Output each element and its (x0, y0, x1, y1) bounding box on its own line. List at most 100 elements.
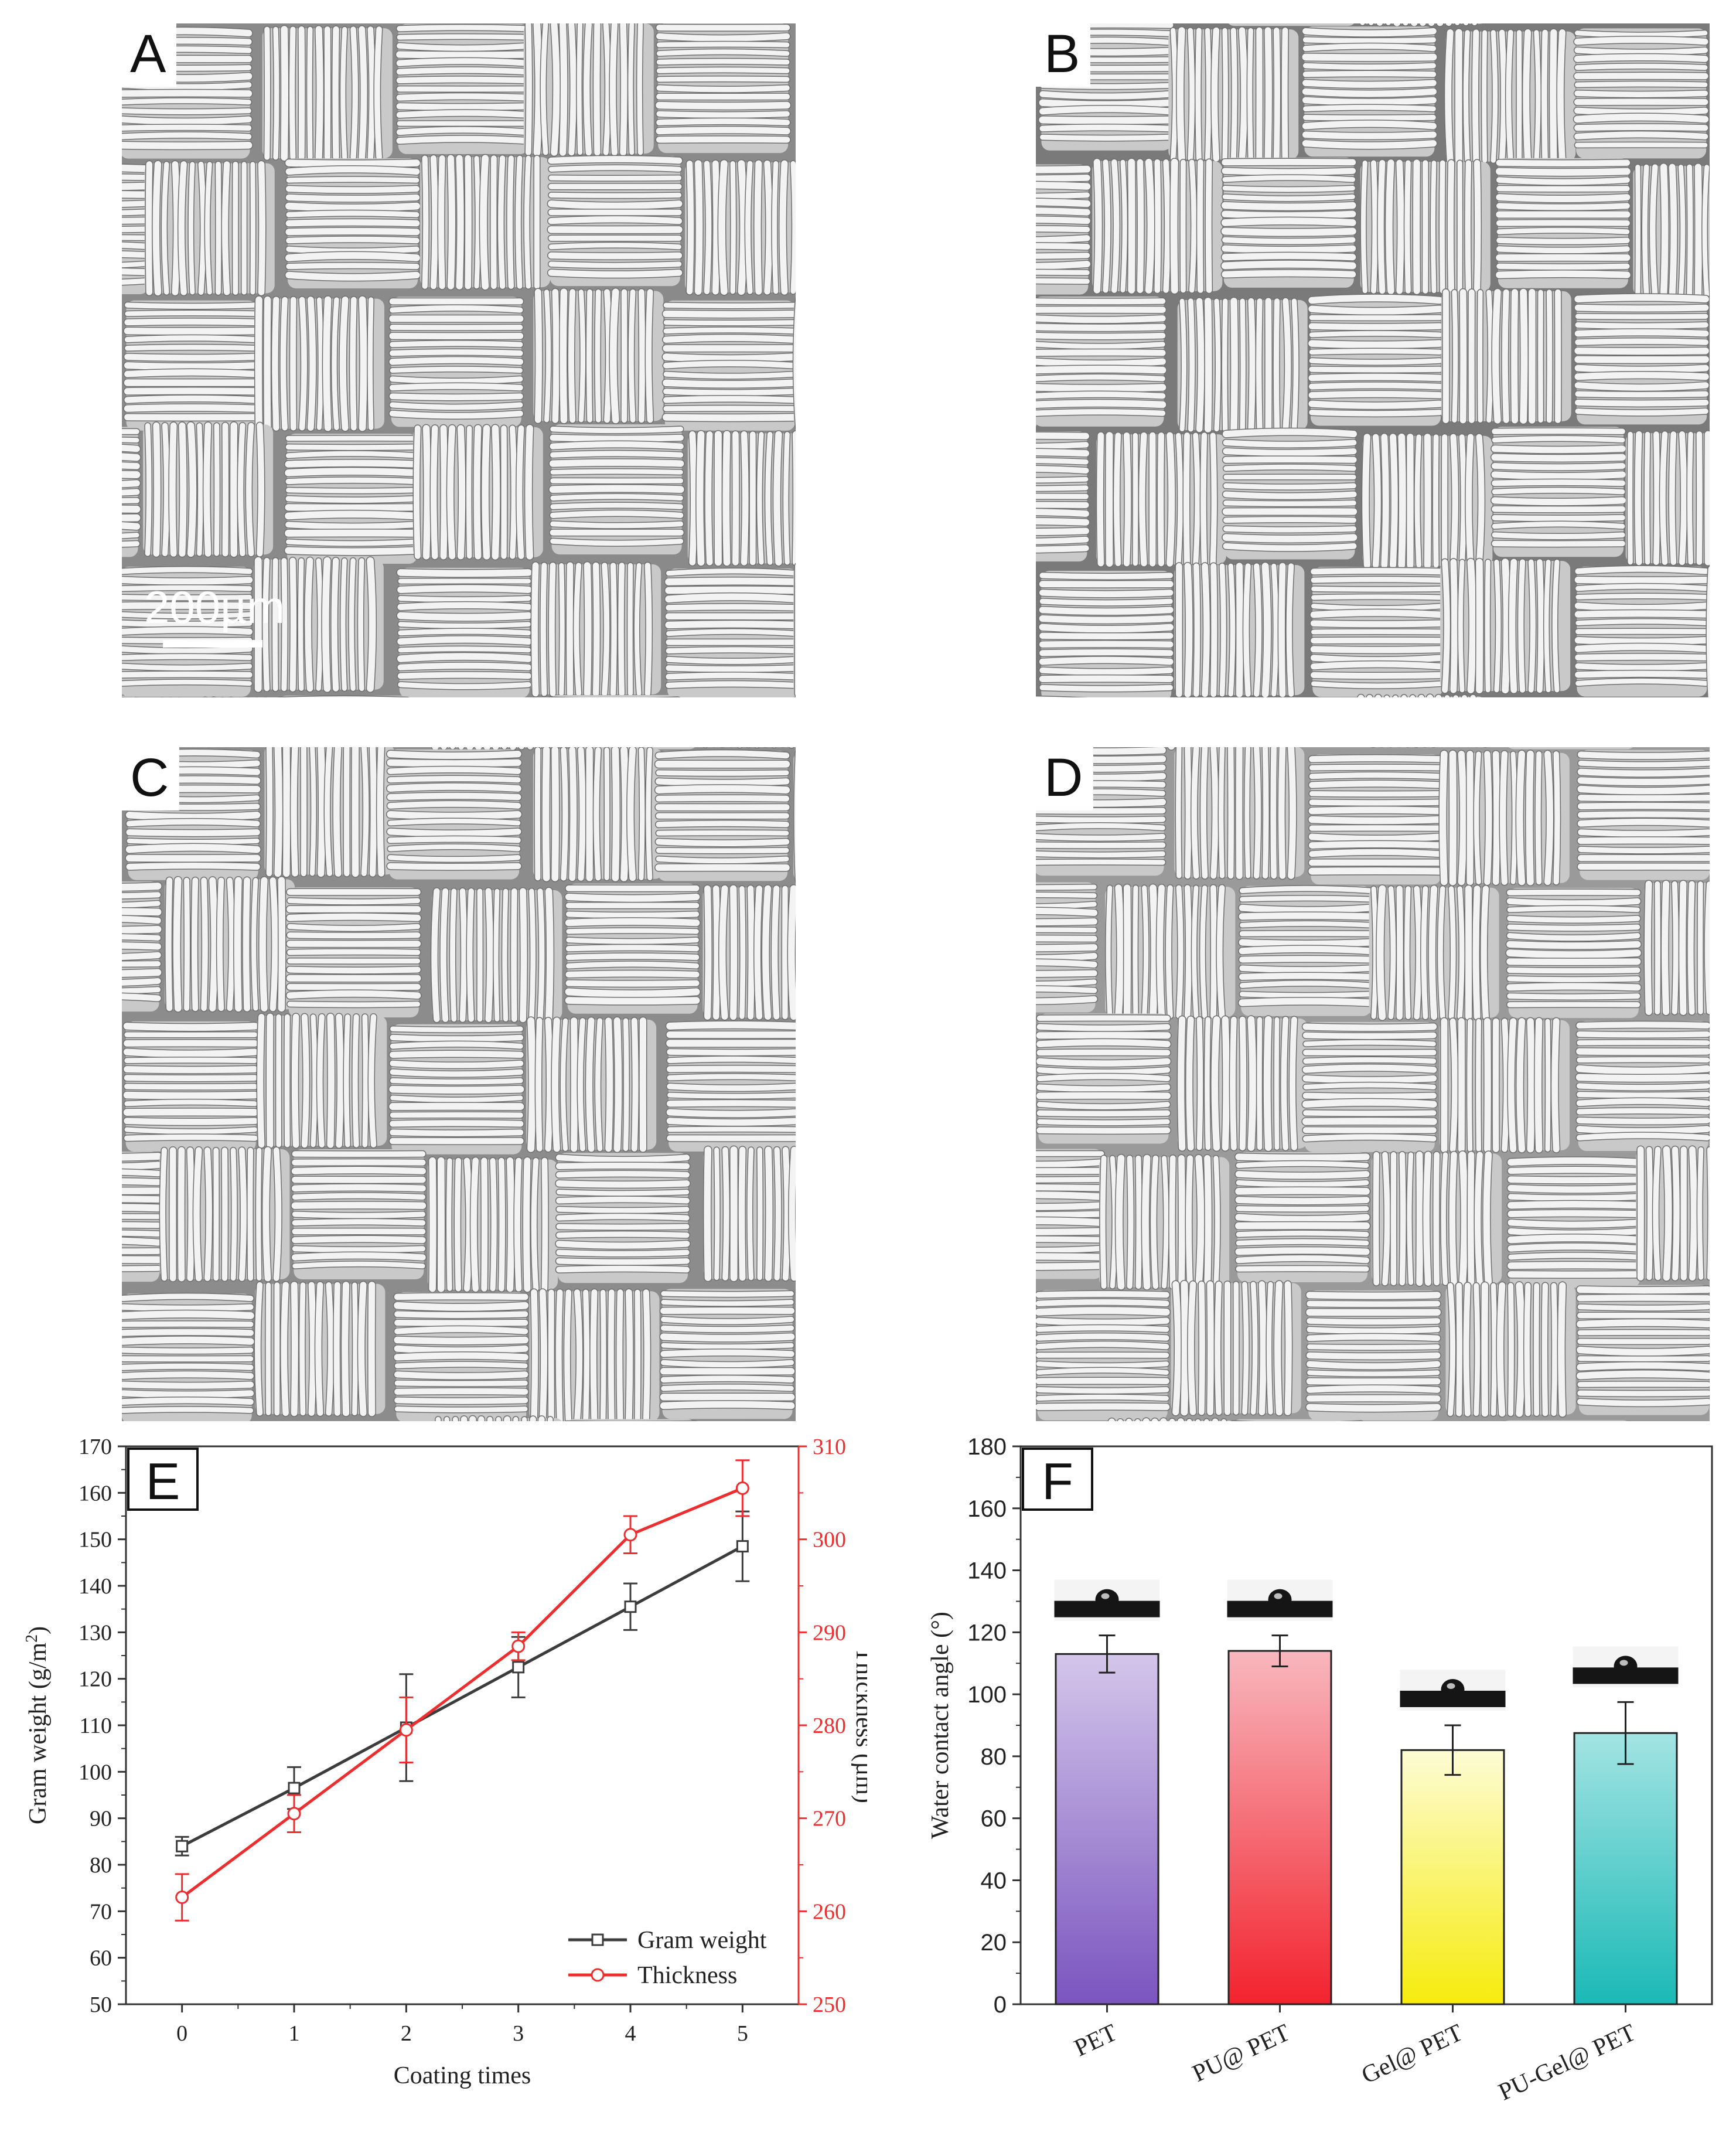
yarn-bundle (1575, 1285, 1710, 1415)
yarn-bundle (1234, 1152, 1371, 1283)
yarn-bundle (431, 747, 555, 751)
yarn-bundle (1174, 561, 1305, 697)
yarn-bundle (396, 567, 533, 697)
yarn-bundle (1096, 431, 1226, 568)
x-axis-title: Coating times (394, 2062, 531, 2089)
yarn-bundle (1230, 1419, 1364, 1421)
panel-label-e: E (146, 1452, 180, 1510)
x-tick-label: 2 (401, 2021, 412, 2046)
yarn-bundle (548, 424, 685, 555)
yarn-bundle (664, 567, 796, 697)
yarn-bundle (548, 694, 681, 697)
yarn-bundle (1174, 747, 1305, 880)
scalebar-line (163, 640, 262, 648)
yarn-bundle (1573, 28, 1710, 159)
series-line-gram-weight (181, 1545, 743, 1848)
legend-label: Gram weight (637, 1927, 767, 1954)
y-right-tick-label: 310 (813, 1435, 846, 1459)
yarn-bundle (1177, 297, 1308, 434)
yarn-bundle (1495, 158, 1632, 288)
sem-image-d: D (1036, 747, 1710, 1421)
yarn-bundle (1168, 26, 1299, 163)
y-tick-label: 160 (79, 1481, 112, 1506)
droplet-inset (1573, 1646, 1679, 1688)
yarn-bundle (122, 1292, 255, 1421)
yarn-bundle (1576, 750, 1710, 880)
yarn-bundle (1036, 1013, 1172, 1144)
chart-f: 0 20 40 60 80 100 120 140 160 180 Water contact an… (927, 1434, 1713, 2106)
yarn-bundle (1508, 747, 1633, 750)
yarn-bundle (284, 434, 421, 564)
yarn-bundle (547, 155, 684, 287)
yarn-bundle (1309, 567, 1446, 697)
droplet-inset (1400, 1670, 1506, 1711)
yarn-bundle (1506, 1156, 1643, 1288)
yarn-bundle (659, 1289, 796, 1419)
data-point (512, 1661, 525, 1674)
yarn-bundle (523, 23, 654, 157)
data-point (399, 1723, 413, 1737)
series-line-thickness (181, 1487, 743, 1899)
sem-image-a: A 200µm (122, 23, 796, 697)
yarn-bundle (122, 1152, 163, 1282)
yarn-bundle (435, 1415, 562, 1421)
yarn-bundle (792, 297, 796, 430)
yarn-bundle (661, 300, 796, 431)
bar (1400, 1749, 1505, 2005)
yarn-bundle (1237, 885, 1375, 1016)
yarn-bundle (1038, 570, 1175, 697)
yarn-bundle (122, 696, 139, 697)
yarn-bundle (291, 1149, 427, 1279)
yarn-bundle (1574, 565, 1710, 697)
data-point (511, 1639, 526, 1653)
x-tick-label: 1 (289, 2021, 300, 2046)
legend-marker (591, 1968, 605, 1982)
yarn-bundle (253, 556, 384, 693)
yarn-bundle (1036, 431, 1090, 562)
yarn-bundle (122, 566, 254, 697)
yarn-bundle (1036, 747, 1167, 876)
y-tick-label: 150 (79, 1528, 112, 1552)
yarn-bundle (1440, 557, 1571, 694)
yarn-bundle (1490, 427, 1627, 557)
yarn-bundle (1439, 1017, 1570, 1154)
y-tick-label: 50 (90, 1993, 112, 2017)
yarn-bundle (1301, 26, 1438, 157)
data-point (736, 1540, 749, 1553)
y-tick-label: 180 (967, 1434, 1007, 1460)
yarn-bundle (1307, 294, 1444, 426)
yarn-bundle (1036, 164, 1092, 295)
yarn-bundle (1636, 1145, 1710, 1282)
yarn-bundle (393, 1292, 530, 1421)
panel-label-c: C (122, 747, 180, 810)
y-tick-label: 40 (981, 1868, 1007, 1893)
x-tick-label: Gel@ PET (1358, 2019, 1467, 2089)
data-point (175, 1891, 189, 1905)
yarn-bundle (1105, 883, 1236, 1020)
droplet-inset (1227, 1579, 1333, 1621)
y-right-tick-label: 290 (813, 1620, 846, 1645)
y-tick-label: 0 (994, 1992, 1007, 2018)
yarn-bundle (1369, 884, 1499, 1021)
legend-marker (591, 1933, 604, 1946)
y-tick-label: 130 (79, 1620, 112, 1645)
yarn-bundle (144, 160, 275, 297)
yarn-bundle (123, 300, 260, 431)
y-tick-label: 60 (90, 1946, 112, 1971)
yarn-bundle (285, 887, 422, 1018)
y-right-tick-label: 280 (813, 1714, 846, 1738)
y-tick-label: 110 (79, 1714, 112, 1738)
y-tick-label: 100 (967, 1682, 1007, 1708)
yarn-bundle (1220, 157, 1358, 288)
yarn-bundle (254, 295, 384, 432)
yarn-bundle (665, 1020, 796, 1152)
y-tick-label: 80 (981, 1744, 1007, 1770)
weave-texture (1036, 23, 1710, 697)
yarn-bundle (564, 883, 701, 1014)
yarn-bundle (264, 747, 395, 878)
yarn-bundle (165, 876, 295, 1013)
yarn-bundle (529, 1288, 660, 1421)
yarn-bundle (1360, 158, 1491, 295)
yarn-bundle (685, 159, 796, 296)
yarn-bundle (428, 1156, 558, 1293)
